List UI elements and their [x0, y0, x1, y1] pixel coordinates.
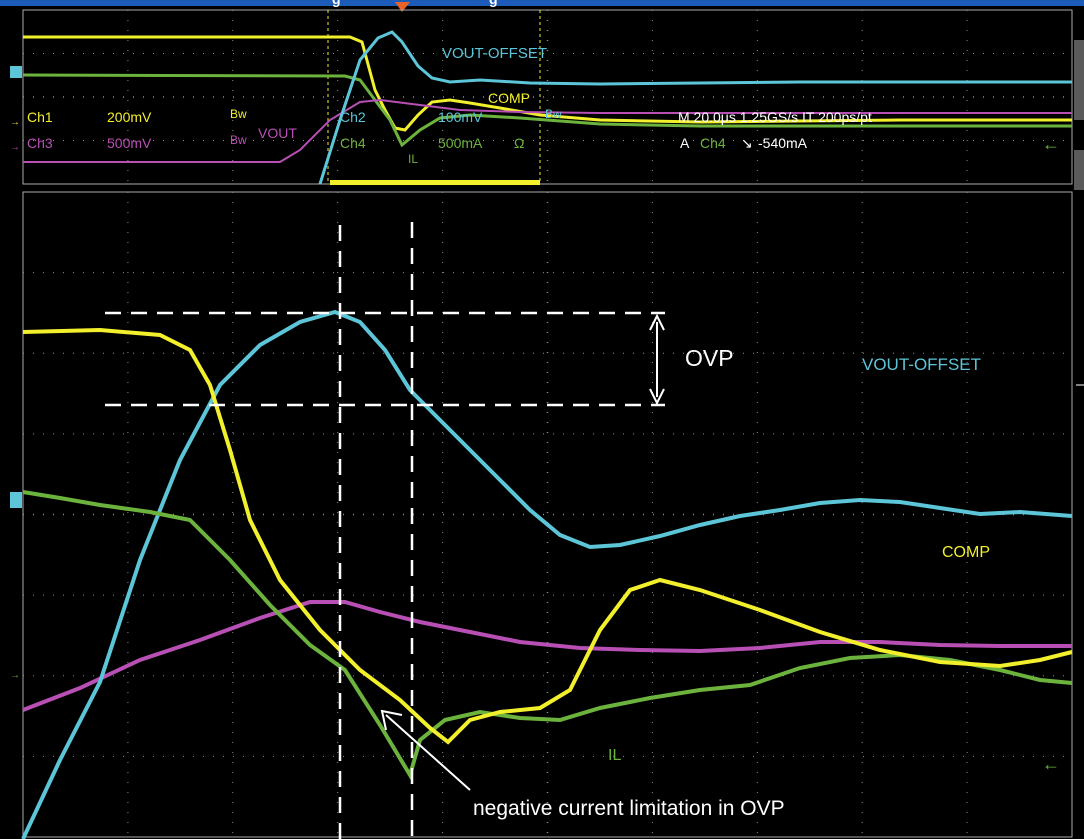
overview-trace-yellow — [23, 35, 1072, 132]
trigger-prefix: A — [680, 135, 690, 151]
ch1-marker: → — [10, 117, 20, 128]
zoom-label-vout-offset: VOUT-OFFSET — [862, 355, 981, 374]
ovp-arrow-head-bottom — [649, 388, 665, 406]
zoom-trace-magenta — [22, 600, 1072, 712]
ch1-bw: Bw — [230, 107, 247, 121]
zoom-label-comp: COMP — [942, 544, 990, 561]
ch3-name: Ch3 — [27, 135, 53, 151]
zoom-window-bar — [330, 180, 540, 185]
ch2-name: Ch2 — [340, 109, 366, 125]
ch4-marker-zoom: → — [10, 670, 20, 681]
right-scrollbar-lower[interactable] — [1074, 150, 1084, 190]
ch2-ground-marker-zoom — [10, 492, 22, 508]
timebase-readout: M 20.0μs 1.25GS/s IT 200ps/pt — [678, 109, 872, 125]
ch1-scale: 200mV — [107, 109, 152, 125]
trigger-slope: ↘ — [741, 135, 753, 151]
trigger-level: -540mA — [758, 135, 808, 151]
overview-label-vout-offset: VOUT-OFFSET — [442, 45, 547, 62]
trigger-channel: Ch4 — [700, 135, 726, 151]
header-title-fragment: g — [332, 0, 341, 7]
ch3-bw: Bw — [230, 133, 247, 147]
right-scrollbar[interactable] — [1074, 40, 1084, 120]
zoom-trace-green — [22, 490, 1073, 780]
annotation-arrow-head — [380, 709, 403, 731]
ch2-bw: Bw — [545, 107, 562, 121]
ch4-unit: Ω — [514, 135, 524, 151]
overview-trace-magenta — [23, 98, 1072, 163]
overview-label-vout: VOUT — [258, 125, 297, 141]
ch3-scale: 500mV — [107, 135, 152, 151]
ch3-marker: → — [10, 142, 20, 153]
ovp-arrow-head-top — [649, 313, 665, 331]
annotation-text: negative current limitation in OVP — [473, 797, 785, 820]
trigger-level-arrow-zoom: ← — [1042, 754, 1060, 774]
header-title-fragment-2: g — [489, 0, 498, 7]
zoom-trace-yellow — [22, 327, 1073, 745]
ch1-name: Ch1 — [27, 109, 53, 125]
ovp-label: OVP — [685, 345, 734, 371]
header-bar — [0, 0, 1084, 6]
zoom-label-il: IL — [608, 747, 621, 764]
overview-label-il: IL — [408, 152, 418, 166]
ch2-scale: 100mV — [438, 109, 483, 125]
overview-trace-green — [22, 73, 1072, 148]
overview-trace-cyan — [318, 30, 1072, 185]
ch2-ground-marker — [10, 66, 22, 78]
overview-label-comp: COMP — [488, 90, 530, 106]
ch4-name: Ch4 — [340, 135, 366, 151]
ch4-scale: 500mA — [438, 135, 483, 151]
trigger-level-arrow: ← — [1042, 134, 1060, 154]
annotation-arrow-shaft — [385, 714, 471, 791]
right-edge-readout-1 — [1076, 270, 1084, 400]
trigger-position-marker — [395, 2, 410, 12]
